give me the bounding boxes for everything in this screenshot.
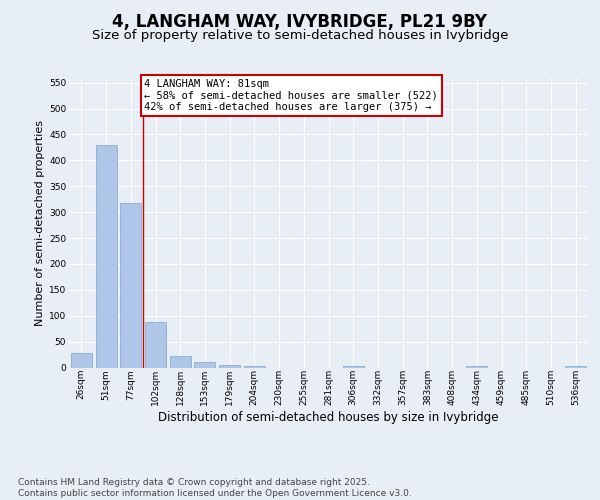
Bar: [120, 203, 141, 368]
Bar: [194, 362, 215, 368]
Bar: [565, 366, 586, 368]
X-axis label: Distribution of semi-detached houses by size in Ivybridge: Distribution of semi-detached houses by …: [158, 411, 499, 424]
Bar: [219, 365, 240, 368]
Text: 4, LANGHAM WAY, IVYBRIDGE, PL21 9BY: 4, LANGHAM WAY, IVYBRIDGE, PL21 9BY: [113, 14, 487, 32]
Text: 4 LANGHAM WAY: 81sqm
← 58% of semi-detached houses are smaller (522)
42% of semi: 4 LANGHAM WAY: 81sqm ← 58% of semi-detac…: [145, 79, 438, 112]
Bar: [71, 353, 92, 368]
Bar: [244, 366, 265, 368]
Bar: [145, 322, 166, 368]
Text: Size of property relative to semi-detached houses in Ivybridge: Size of property relative to semi-detach…: [92, 30, 508, 43]
Bar: [170, 356, 191, 368]
Bar: [466, 366, 487, 368]
Text: Contains HM Land Registry data © Crown copyright and database right 2025.
Contai: Contains HM Land Registry data © Crown c…: [18, 478, 412, 498]
Bar: [95, 145, 116, 368]
Y-axis label: Number of semi-detached properties: Number of semi-detached properties: [35, 120, 45, 326]
Bar: [343, 366, 364, 368]
